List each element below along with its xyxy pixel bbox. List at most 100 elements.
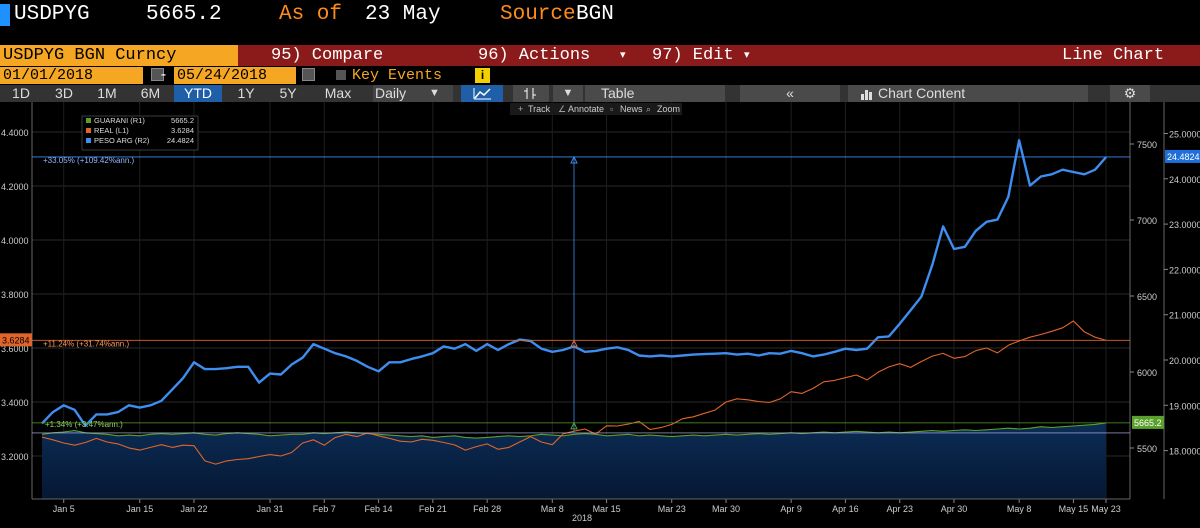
period-max[interactable]: Max [324, 85, 352, 101]
line-chart-icon[interactable] [461, 85, 503, 102]
r1-last-value-tag: 5665.2 [1134, 418, 1162, 428]
legend-value: 3.6284 [171, 126, 194, 135]
legend-name: GUARANI (R1) [94, 116, 145, 125]
last-price: 5665.2 [146, 3, 222, 26]
title-bar: USDPYG 5665.2 As of 23 May Source BGN [0, 0, 1200, 44]
table-button[interactable]: Table [585, 85, 725, 102]
collapse-icon[interactable]: « [740, 85, 840, 102]
key-events-label[interactable]: Key Events [352, 67, 443, 84]
real-change-label: +11.24% (+31.74%ann.) [43, 339, 129, 348]
edit-menu[interactable]: 97) Edit [652, 46, 734, 65]
zoom-icon[interactable]: ⌕ [646, 104, 651, 114]
x-tick-label: Mar 8 [541, 504, 564, 514]
legend-value: 24.4824 [167, 136, 194, 145]
gear-icon[interactable]: ⚙ [1110, 85, 1150, 102]
frequency-select[interactable]: Daily ▼ [373, 85, 453, 102]
chart-tool-strip: + Track ∠ Annotate ▫ News ⌕ Zoom [510, 103, 682, 115]
security-field[interactable]: USDPYG BGN Curncy [0, 45, 238, 66]
as-of-label: As of [279, 3, 343, 26]
peso-change-label: +33.05% (+109.42%ann.) [43, 156, 135, 165]
candlestick-icon[interactable] [513, 85, 549, 102]
left-tick-label: 3.6000 [1, 344, 29, 354]
x-tick-label: Jan 22 [180, 504, 207, 514]
r2-last-value-tag-bg [1165, 149, 1200, 163]
legend-swatch [86, 138, 91, 143]
x-tick-label: May 8 [1007, 504, 1032, 514]
calendar-icon[interactable] [151, 68, 164, 81]
right2-tick-label: 20.0000 [1169, 356, 1200, 366]
chart-panel: 4.4000 4.2000 4.0000 3.8000 3.6000 3.4000 3.20… [0, 102, 1200, 523]
chart-type-label[interactable]: Line Chart [1062, 46, 1165, 65]
right2-tick-label: 21.0000 [1169, 311, 1200, 321]
peso-measure-arrow [570, 155, 578, 164]
x-tick-label: Apr 30 [941, 504, 968, 514]
x-tick-label: May 15 [1059, 504, 1089, 514]
chevron-down-icon[interactable]: ▼ [553, 85, 583, 102]
chart-content-label: Chart Content [878, 85, 966, 101]
x-tick-label: Jan 5 [53, 504, 75, 514]
annotate-tool[interactable]: Annotate [568, 104, 604, 114]
left-last-value-tag-bg [0, 333, 32, 347]
period-1m[interactable]: 1M [97, 85, 117, 101]
period-5y[interactable]: 5Y [279, 85, 297, 101]
period-1y[interactable]: 1Y [237, 85, 255, 101]
start-date-field[interactable]: 01/01/2018 [0, 67, 143, 84]
news-icon[interactable]: ▫ [610, 104, 613, 114]
actions-dropdown-icon[interactable]: ▾ [620, 49, 626, 61]
r1-last-value-tag-bg [1132, 415, 1164, 429]
info-icon[interactable]: i [475, 68, 490, 83]
annotate-icon[interactable]: ∠ [558, 104, 566, 114]
ticker-symbol: USDPYG [14, 3, 90, 26]
key-events-checkbox[interactable] [336, 70, 346, 80]
series-guarani-line[interactable] [41, 422, 1107, 439]
axes: 4.4000 4.2000 4.0000 3.8000 3.6000 3.4000 3.20… [1, 102, 1200, 523]
chart-content-button[interactable]: Chart Content [848, 85, 1088, 102]
track-tool[interactable]: Track [528, 104, 551, 114]
actions-menu[interactable]: 96) Actions [478, 46, 591, 65]
end-date-field[interactable]: 05/24/2018 [174, 67, 296, 84]
track-icon[interactable]: + [518, 104, 523, 114]
chevron-down-icon: ▼ [429, 87, 440, 99]
calendar-icon[interactable] [302, 68, 315, 81]
legend-swatch [86, 118, 91, 123]
right2-tick-label: 24.0000 [1169, 175, 1200, 185]
left-last-value-tag: 3.6284 [2, 335, 30, 345]
right2-tick-label: 18.0000 [1169, 447, 1200, 457]
zoom-tool[interactable]: Zoom [657, 104, 680, 114]
source-label: Source [500, 3, 576, 26]
x-tick-label: Jan 31 [256, 504, 283, 514]
line-chart[interactable]: 4.4000 4.2000 4.0000 3.8000 3.6000 3.4000 3.20… [0, 102, 1200, 523]
real-measure-arrow [570, 339, 578, 347]
x-tick-label: Apr 16 [832, 504, 859, 514]
legend-swatch [86, 128, 91, 133]
left-tick-label: 4.0000 [1, 236, 29, 246]
compare-menu[interactable]: 95) Compare [271, 46, 384, 65]
menu-bar: USDPYG BGN Curncy 95) Compare 96) Action… [0, 45, 1200, 66]
candlestick-glyph [524, 88, 536, 99]
x-tick-label: Feb 21 [419, 504, 447, 514]
x-tick-label: Mar 15 [593, 504, 621, 514]
period-6m[interactable]: 6M [140, 85, 161, 101]
right2-tick-label: 19.0000 [1169, 401, 1200, 411]
period-3d[interactable]: 3D [55, 85, 73, 101]
period-1d[interactable]: 1D [12, 85, 30, 101]
news-tool[interactable]: News [620, 104, 643, 114]
ticker-accent-swatch [0, 4, 10, 26]
year-label: 2018 [572, 513, 592, 523]
guarani-change-label: +1.34% (+3.47%ann.) [45, 420, 123, 429]
annotations: +33.05% (+109.42%ann.) +11.24% (+31.74%an… [0, 149, 1200, 434]
legend: GUARANI (R1) 5665.2 REAL (L1) 3.6284 PESO AR… [81, 115, 199, 151]
left-tick-label: 4.2000 [1, 182, 29, 192]
x-tick-label: Mar 30 [712, 504, 740, 514]
x-tick-label: Jan 15 [126, 504, 153, 514]
x-tick-label: Mar 23 [658, 504, 686, 514]
period-ytd[interactable]: YTD [174, 85, 222, 102]
r2-last-value-tag: 24.4824 [1167, 152, 1200, 162]
x-tick-label: Apr 23 [886, 504, 913, 514]
right1-tick-label: 5500 [1137, 444, 1157, 454]
edit-dropdown-icon[interactable]: ▾ [744, 49, 750, 61]
frequency-value: Daily [375, 85, 407, 101]
legend-value: 5665.2 [171, 116, 194, 125]
right1-tick-label: 6500 [1137, 292, 1157, 302]
left-tick-label: 3.8000 [1, 290, 29, 300]
